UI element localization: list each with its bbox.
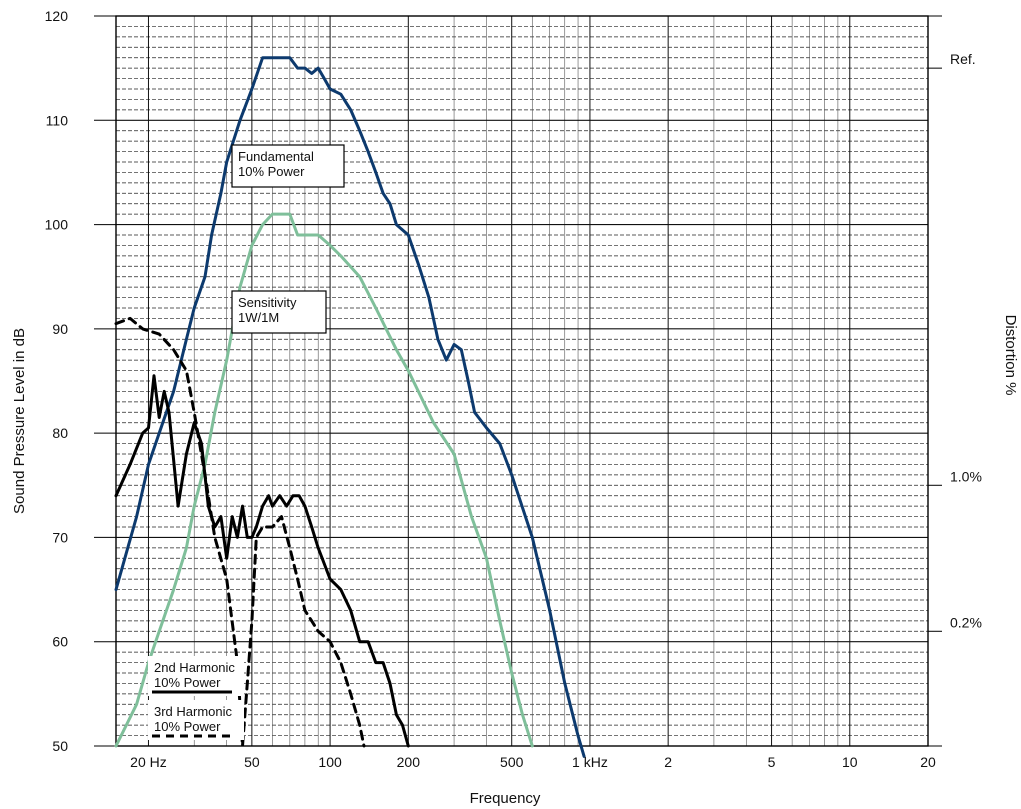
annotation-box-fundamental: [231, 144, 345, 188]
annotation-text-harmonic2: 10% Power: [154, 675, 221, 690]
minor-y-gridlines: [116, 26, 928, 736]
x-tick-label: 500: [500, 754, 524, 770]
y2-tick-labels: Ref. 1.0% 0.2%: [950, 51, 982, 630]
x-tick-label: 20: [920, 754, 936, 770]
series-line-4: [114, 316, 366, 748]
annotation-text-fundamental: Fundamental: [238, 149, 314, 164]
x-axis-title: Frequency: [470, 790, 541, 807]
series-line-3: [114, 374, 410, 748]
y-tick-labels: 50 60 70 80 90 100 110 120: [45, 8, 69, 754]
y-tick-label: 90: [52, 321, 68, 337]
series-layer: [114, 56, 586, 758]
y2-tick-label: 1.0%: [950, 468, 982, 484]
x-tick-label: 100: [318, 754, 342, 770]
y2-tick-label: Ref.: [950, 51, 976, 67]
x-tick-label: 5: [768, 754, 776, 770]
y-tick-label: 70: [52, 529, 68, 545]
x-tick-label: 1 kHz: [572, 754, 608, 770]
y-tick-label: 80: [52, 425, 68, 441]
y-tick-label: 120: [45, 8, 69, 24]
outer-tick-marks: [94, 15, 942, 747]
y-tick-label: 60: [52, 634, 68, 650]
annotation-text-sensitivity: Sensitivity: [238, 295, 297, 310]
plot-frame: [115, 15, 929, 747]
annotation-text-harmonic2: 2nd Harmonic: [154, 660, 235, 675]
y-axis-title: Sound Pressure Level in dB: [11, 328, 28, 514]
y-tick-label: 100: [45, 217, 69, 233]
y2-tick-label: 0.2%: [950, 614, 982, 630]
series-line-2: [114, 212, 534, 748]
series-line-1: [114, 56, 586, 758]
annotation-text-harmonic3: 10% Power: [154, 719, 221, 734]
annotation-box-harmonic2: [148, 656, 244, 696]
x-tick-labels: 20 Hz 50 100 200 500 1 kHz 2 5 10 20: [130, 754, 936, 770]
x-tick-label: 200: [397, 754, 421, 770]
y-tick-label: 110: [46, 112, 69, 128]
annotation-box-sensitivity: [231, 290, 327, 334]
y-tick-label: 50: [52, 738, 68, 754]
x-tick-label: 50: [244, 754, 260, 770]
annotation-box-harmonic3: [148, 700, 244, 740]
y2-axis-title: Distortion %: [1002, 315, 1019, 396]
x-tick-label: 2: [664, 754, 672, 770]
annotation-text-harmonic3: 3rd Harmonic: [154, 704, 233, 719]
annotation-text-sensitivity: 1W/1M: [238, 310, 279, 325]
x-tick-label: 20 Hz: [130, 754, 167, 770]
annotation-text-fundamental: 10% Power: [238, 164, 305, 179]
minor-x-gridlines: [193, 16, 839, 746]
x-tick-label: 10: [842, 754, 858, 770]
